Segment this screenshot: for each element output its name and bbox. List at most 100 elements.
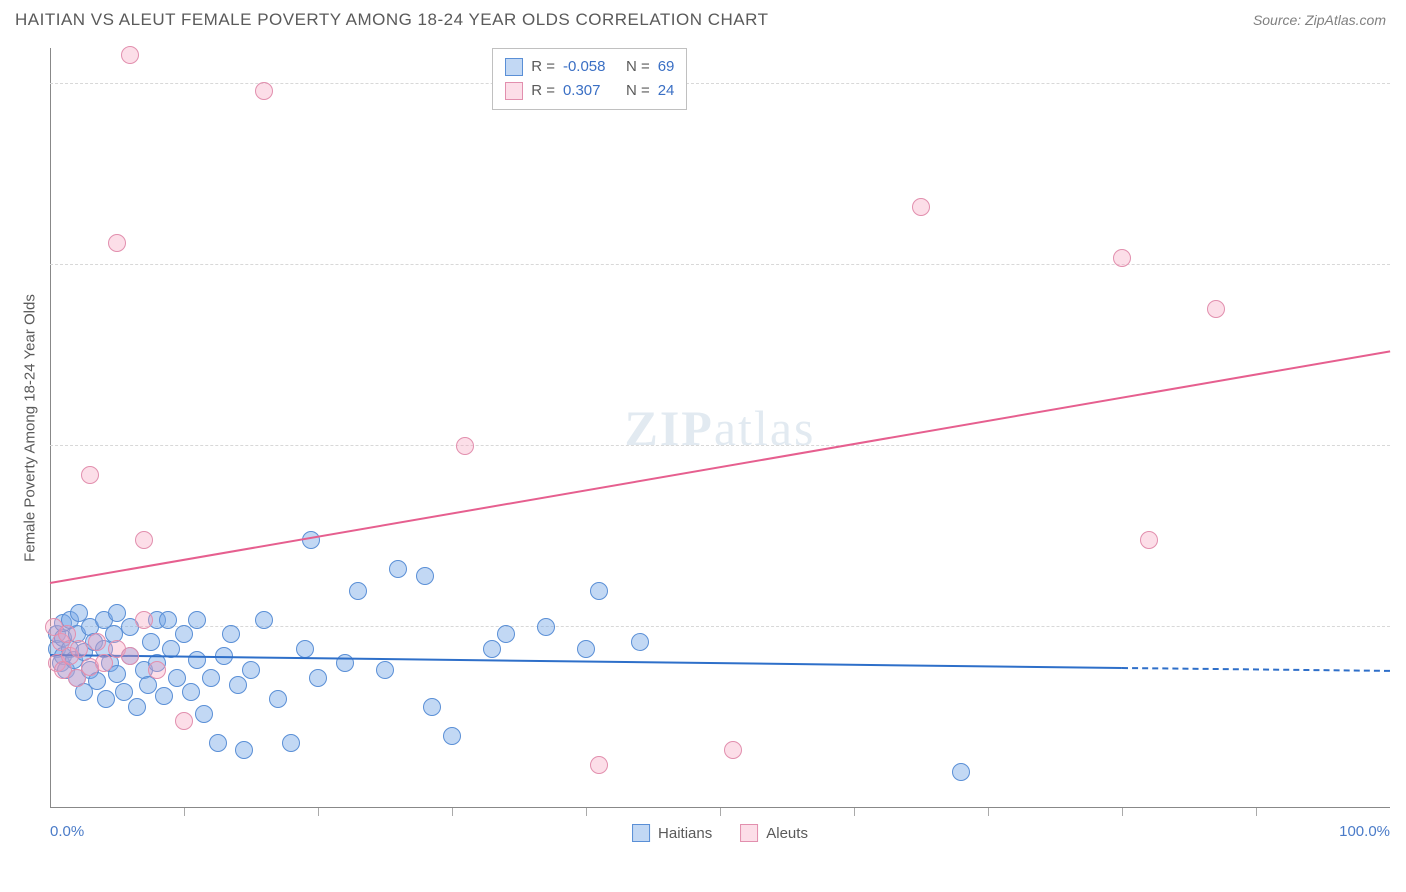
- legend-swatch: [632, 824, 650, 842]
- source-name: ZipAtlas.com: [1305, 12, 1386, 28]
- scatter-point: [202, 669, 220, 687]
- scatter-point: [175, 712, 193, 730]
- scatter-point: [255, 611, 273, 629]
- x-tick: [988, 808, 989, 816]
- legend-row: R = -0.058 N = 69: [505, 55, 674, 79]
- n-value: 69: [658, 55, 675, 79]
- scatter-point: [142, 633, 160, 651]
- source-prefix: Source:: [1253, 12, 1305, 28]
- scatter-point: [182, 683, 200, 701]
- scatter-point: [416, 567, 434, 585]
- y-axis-line: [50, 48, 51, 808]
- trend-line: [1122, 667, 1390, 672]
- r-value: 0.307: [563, 79, 618, 103]
- scatter-point: [128, 698, 146, 716]
- scatter-point: [349, 582, 367, 600]
- r-label: R =: [531, 55, 555, 79]
- scatter-point: [135, 531, 153, 549]
- scatter-point: [209, 734, 227, 752]
- x-tick: [1256, 808, 1257, 816]
- grid-line: [50, 264, 1390, 265]
- y-axis-label: Female Poverty Among 18-24 Year Olds: [22, 294, 39, 562]
- scatter-point: [115, 683, 133, 701]
- scatter-point: [724, 741, 742, 759]
- x-tick: [184, 808, 185, 816]
- n-label: N =: [626, 55, 650, 79]
- scatter-point: [97, 690, 115, 708]
- scatter-point: [590, 582, 608, 600]
- scatter-point: [159, 611, 177, 629]
- scatter-point: [88, 633, 106, 651]
- n-label: N =: [626, 79, 650, 103]
- grid-line: [50, 445, 1390, 446]
- scatter-point: [235, 741, 253, 759]
- grid-line: [50, 83, 1390, 84]
- scatter-point: [135, 611, 153, 629]
- scatter-point: [108, 604, 126, 622]
- scatter-point: [148, 661, 166, 679]
- correlation-legend: R = -0.058 N = 69 R = 0.307 N = 24: [492, 48, 687, 110]
- legend-swatch: [740, 824, 758, 842]
- scatter-point: [95, 654, 113, 672]
- scatter-point: [912, 198, 930, 216]
- legend-swatch: [505, 82, 523, 100]
- scatter-point: [229, 676, 247, 694]
- trend-line: [50, 350, 1390, 584]
- watermark-atlas: atlas: [714, 400, 816, 456]
- r-label: R =: [531, 79, 555, 103]
- scatter-point: [175, 625, 193, 643]
- x-tick: [1122, 808, 1123, 816]
- x-tick: [452, 808, 453, 816]
- legend-swatch: [505, 58, 523, 76]
- scatter-point: [70, 640, 88, 658]
- x-tick: [720, 808, 721, 816]
- scatter-point: [222, 625, 240, 643]
- scatter-point: [952, 763, 970, 781]
- scatter-point: [302, 531, 320, 549]
- scatter-point: [423, 698, 441, 716]
- n-value: 24: [658, 79, 675, 103]
- x-tick-label: 0.0%: [50, 823, 84, 840]
- scatter-point: [121, 46, 139, 64]
- legend-label: Haitians: [658, 825, 712, 842]
- scatter-point: [282, 734, 300, 752]
- grid-line: [50, 626, 1390, 627]
- scatter-point: [483, 640, 501, 658]
- scatter-point: [309, 669, 327, 687]
- scatter-point: [1207, 300, 1225, 318]
- scatter-point: [497, 625, 515, 643]
- scatter-point: [631, 633, 649, 651]
- watermark-zip: ZIP: [625, 400, 714, 456]
- scatter-point: [188, 611, 206, 629]
- scatter-point: [255, 82, 273, 100]
- watermark: ZIPatlas: [625, 399, 816, 457]
- legend-label: Aleuts: [766, 825, 808, 842]
- scatter-point: [443, 727, 461, 745]
- legend-row: R = 0.307 N = 24: [505, 79, 674, 103]
- chart-source: Source: ZipAtlas.com: [1253, 12, 1386, 28]
- chart-header: HAITIAN VS ALEUT FEMALE POVERTY AMONG 18…: [0, 0, 1406, 40]
- scatter-point: [195, 705, 213, 723]
- plot-region: ZIPatlas 25.0%50.0%75.0%100.0%0.0%100.0%…: [50, 48, 1390, 808]
- scatter-point: [1140, 531, 1158, 549]
- series-legend: Haitians Aleuts: [632, 824, 808, 842]
- x-tick: [586, 808, 587, 816]
- scatter-point: [376, 661, 394, 679]
- scatter-point: [242, 661, 260, 679]
- scatter-point: [537, 618, 555, 636]
- scatter-point: [188, 651, 206, 669]
- scatter-point: [389, 560, 407, 578]
- scatter-point: [121, 647, 139, 665]
- legend-item: Aleuts: [740, 824, 808, 842]
- x-tick: [318, 808, 319, 816]
- scatter-point: [296, 640, 314, 658]
- x-tick-label: 100.0%: [1339, 823, 1390, 840]
- scatter-point: [269, 690, 287, 708]
- scatter-point: [456, 437, 474, 455]
- chart-title: HAITIAN VS ALEUT FEMALE POVERTY AMONG 18…: [15, 10, 768, 30]
- scatter-point: [155, 687, 173, 705]
- scatter-point: [1113, 249, 1131, 267]
- chart-area: Female Poverty Among 18-24 Year Olds ZIP…: [50, 48, 1390, 808]
- scatter-point: [81, 466, 99, 484]
- r-value: -0.058: [563, 55, 618, 79]
